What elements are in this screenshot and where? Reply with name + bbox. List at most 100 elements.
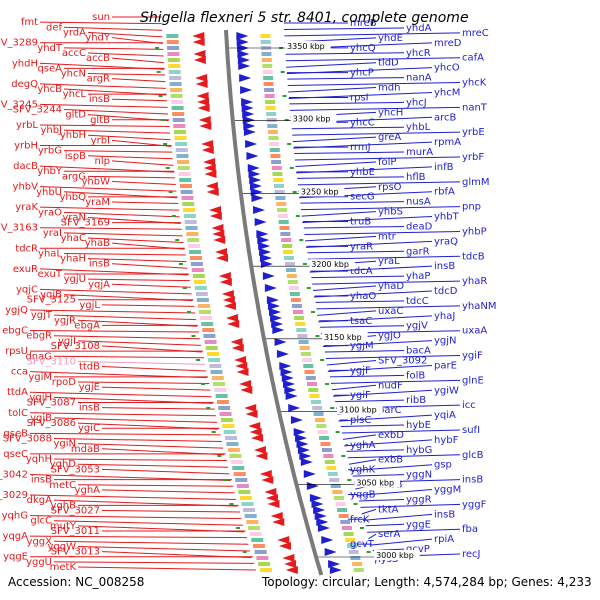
reverse-leader-line (361, 508, 377, 515)
reverse-gene-arrow (313, 506, 326, 514)
forward-gene-label: qseC (3, 449, 28, 460)
reverse-gene-label: infB (434, 162, 454, 173)
reverse-gene-arrow (272, 326, 285, 334)
function-strip (184, 220, 197, 224)
forward-leader-line (29, 515, 242, 520)
reverse-gene-label: SFV_3092 (378, 355, 427, 366)
forward-gene-arrow (226, 314, 239, 322)
forward-gene-arrow (253, 446, 266, 454)
function-strip (324, 460, 335, 464)
reverse-leader-line (338, 414, 433, 422)
reverse-gene-arrow (249, 176, 262, 184)
function-strip (236, 484, 249, 488)
forward-gene-label: SFV_3086 (27, 418, 76, 429)
reverse-gene-label: yhaO (350, 291, 376, 302)
reverse-leader-line (312, 280, 461, 285)
tick-label-bg (298, 186, 345, 197)
reverse-leader-line (342, 434, 377, 440)
function-strip (167, 52, 180, 56)
forward-gene-arrow (193, 56, 206, 64)
reverse-gene-label: ribB (406, 395, 426, 406)
reverse-gene-arrow (317, 524, 330, 532)
forward-leader-line (29, 432, 221, 436)
forward-gene-label: yhdT (37, 43, 63, 54)
reverse-gene-label: tktA (378, 504, 399, 515)
tick-label-bg (374, 550, 420, 560)
forward-gene-label: ygiM (28, 372, 52, 383)
forward-leader-line (111, 201, 179, 205)
forward-leader-line (111, 160, 174, 166)
forward-leader-line (87, 175, 176, 179)
function-strip (269, 142, 280, 146)
reverse-gene-label: yhbL (406, 122, 431, 133)
gc-marker (282, 95, 287, 97)
reverse-gene-label: gcvT (350, 539, 375, 550)
reverse-leader-line (297, 176, 405, 179)
reverse-leader-line (285, 52, 405, 55)
function-strip (270, 154, 281, 158)
forward-gene-arrow (211, 224, 224, 232)
function-strip (345, 538, 356, 542)
function-strip (178, 172, 191, 176)
forward-gene-label: ygjI (58, 336, 76, 347)
gc-marker (359, 527, 364, 529)
forward-gene-arrow (282, 554, 295, 562)
function-strip (172, 112, 185, 116)
reverse-gene-label: yhcQ (350, 43, 376, 54)
function-strip (173, 124, 186, 128)
function-strip (170, 94, 183, 98)
reverse-gene-label: folB (406, 370, 425, 381)
function-strip (243, 508, 256, 512)
reverse-gene-arrow (250, 188, 263, 196)
reverse-gene-arrow (299, 452, 312, 460)
function-strip (293, 310, 304, 314)
function-strip (291, 304, 302, 308)
function-strip (194, 286, 207, 290)
function-strip (241, 502, 254, 506)
gc-marker (155, 47, 160, 49)
function-strip (274, 190, 285, 194)
function-strip (299, 346, 310, 350)
forward-gene-label: ygjQ (5, 305, 28, 316)
forward-gene-arrow (227, 320, 240, 328)
reverse-gene-label: ygiF (462, 351, 483, 362)
tick-label-bg (321, 331, 368, 342)
reverse-gene-label: yrbF (462, 152, 484, 163)
forward-leader-line (53, 540, 249, 545)
reverse-leader-line (330, 379, 461, 384)
forward-leader-line (63, 109, 169, 115)
function-strip (262, 64, 273, 68)
gene-tracks (155, 29, 371, 576)
forward-gene-arrow (203, 158, 216, 166)
reverse-leader-line (324, 350, 405, 353)
forward-gene-label: yqjB (40, 290, 62, 301)
reverse-gene-arrow (243, 128, 256, 136)
forward-gene-arrow (259, 470, 272, 478)
reverse-leader-line (291, 126, 405, 130)
forward-gene-label: yqhG (2, 511, 28, 522)
reverse-gene-arrow (271, 320, 284, 328)
gc-marker (335, 431, 340, 433)
function-strip (176, 154, 189, 158)
function-strip (277, 208, 288, 212)
function-strip (235, 478, 248, 482)
forward-gene-label: SFV_3108 (51, 341, 100, 352)
reverse-gene-label: rrmJ (350, 142, 371, 153)
gc-marker (171, 215, 176, 217)
forward-gene-label: yraN (62, 212, 86, 223)
reverse-gene-label: mtr (378, 231, 397, 242)
tick-label: 3350 kbp (287, 42, 325, 51)
function-strip (189, 256, 202, 260)
gc-marker (287, 143, 292, 145)
tick-label-bg (290, 113, 337, 124)
reverse-gene-label: parE (434, 360, 457, 371)
function-strip (272, 172, 283, 176)
function-strip (341, 526, 352, 530)
forward-leader-line (29, 494, 236, 501)
reverse-gene-label: yhaP (406, 271, 430, 282)
function-strip (263, 82, 274, 86)
reverse-gene-label: yhdA (406, 23, 432, 34)
reverse-gene-label: yhbT (434, 212, 460, 223)
gc-marker (341, 455, 346, 457)
reverse-gene-arrow (257, 236, 270, 244)
